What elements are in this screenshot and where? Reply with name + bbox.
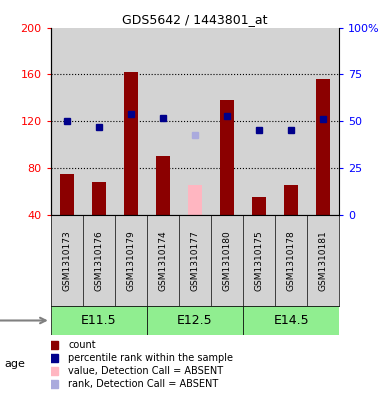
Bar [243,306,339,335]
Bar [115,28,147,215]
Bar [220,100,234,215]
Text: age: age [4,358,25,369]
Bar [124,72,138,215]
Bar [83,28,115,215]
Text: GSM1310177: GSM1310177 [190,230,200,290]
Text: GSM1310173: GSM1310173 [62,230,71,290]
Bar [60,174,74,215]
Text: E12.5: E12.5 [177,314,213,327]
Bar [307,28,339,215]
Bar [51,306,147,335]
Bar [284,185,298,215]
Text: GSM1310175: GSM1310175 [255,230,264,290]
Bar [275,28,307,215]
Bar [243,28,275,215]
Text: E14.5: E14.5 [273,314,309,327]
Bar [51,28,83,215]
Bar [252,197,266,215]
Text: count: count [68,340,96,350]
Bar [188,185,202,215]
Text: rank, Detection Call = ABSENT: rank, Detection Call = ABSENT [68,379,218,389]
Bar [147,306,243,335]
Bar [179,28,211,215]
Text: GSM1310179: GSM1310179 [126,230,135,290]
Text: GSM1310178: GSM1310178 [287,230,296,290]
Text: percentile rank within the sample: percentile rank within the sample [68,353,233,363]
Text: GSM1310180: GSM1310180 [223,230,232,290]
Text: GSM1310174: GSM1310174 [158,230,167,290]
Text: GSM1310176: GSM1310176 [94,230,103,290]
Bar [156,156,170,215]
Title: GDS5642 / 1443801_at: GDS5642 / 1443801_at [122,13,268,26]
Bar [147,28,179,215]
Text: E11.5: E11.5 [81,314,117,327]
Bar [211,28,243,215]
Text: GSM1310181: GSM1310181 [319,230,328,290]
Text: value, Detection Call = ABSENT: value, Detection Call = ABSENT [68,366,223,376]
Bar [92,182,106,215]
Bar [316,79,330,215]
